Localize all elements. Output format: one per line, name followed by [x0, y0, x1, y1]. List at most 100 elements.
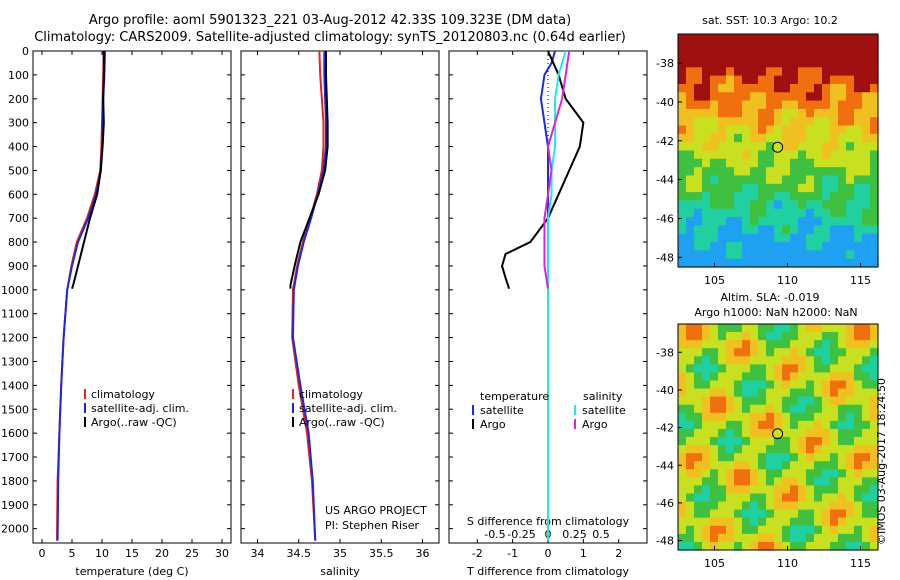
map-cell: [758, 50, 767, 60]
map-cell: [846, 453, 855, 462]
map-cell: [694, 108, 703, 118]
map-cell: [862, 412, 871, 422]
map-cell: [822, 125, 831, 135]
x-axis-label: salinity: [320, 565, 360, 578]
map-cell: [782, 420, 791, 430]
map-cell: [694, 485, 703, 495]
map-cell: [710, 525, 719, 535]
map-cell: [742, 477, 751, 487]
map-cell: [734, 493, 743, 503]
map-cell: [838, 412, 847, 422]
map-cell: [694, 92, 703, 102]
map-cell: [750, 92, 759, 102]
map-cell: [822, 509, 831, 519]
map-cell: [806, 541, 815, 551]
map-cell: [830, 380, 839, 390]
map-cell: [846, 175, 855, 185]
map-cell: [846, 396, 855, 406]
map-cell: [782, 67, 791, 77]
map-cell: [710, 83, 719, 93]
map-cell: [814, 493, 823, 503]
map-cell: [758, 42, 767, 52]
map-cell: [758, 477, 767, 487]
map-cell: [694, 501, 703, 511]
map-cell: [798, 208, 807, 218]
map-cell: [846, 217, 855, 226]
map-cell: [686, 420, 695, 430]
map-cell: [814, 453, 823, 462]
map-cell: [694, 404, 703, 414]
map-cell: [750, 225, 759, 235]
map-cell: [814, 225, 823, 235]
map-cell: [838, 42, 847, 52]
map-cell: [798, 404, 807, 414]
map-cell: [838, 58, 847, 68]
legend-group-title: salinity: [583, 390, 623, 403]
map-cell: [678, 477, 687, 487]
map-cell: [862, 404, 871, 414]
map-cell: [854, 67, 863, 77]
map-cell: [742, 509, 751, 519]
map-cell: [742, 485, 751, 495]
map-cell: [862, 75, 871, 85]
map-cell: [806, 445, 815, 454]
x-tick-label: 10: [95, 547, 109, 560]
map-cell: [806, 233, 815, 243]
map-cell: [718, 158, 727, 168]
map-cell: [790, 117, 799, 127]
y-tick-label: 1200: [1, 332, 29, 345]
map-cell: [694, 517, 703, 527]
y-tick-label: 300: [8, 117, 29, 130]
map-cell: [710, 340, 719, 349]
map-cell: [774, 324, 783, 333]
map-cell: [870, 250, 879, 260]
map-cell: [790, 108, 799, 118]
map-cell: [846, 509, 855, 519]
map-cell: [758, 533, 767, 543]
map-cell: [830, 183, 839, 193]
map-cell: [702, 348, 711, 357]
map-cell: [806, 250, 815, 260]
map-cell: [742, 340, 751, 349]
series-line-2: [291, 51, 327, 541]
map-cell: [742, 42, 751, 52]
map-cell: [742, 167, 751, 177]
map-cell: [702, 525, 711, 535]
map-cell: [742, 92, 751, 102]
map-cell: [862, 469, 871, 478]
map-cell: [782, 133, 791, 143]
map-cell: [750, 533, 759, 543]
credit-timestamp: ©IMOS 03-Aug-2017 18:24:50: [875, 378, 895, 559]
map-cell: [838, 100, 847, 110]
map-cell: [774, 100, 783, 110]
map-cell: [814, 445, 823, 454]
map-cell: [726, 461, 735, 470]
map-cell: [718, 100, 727, 110]
map-cell: [694, 453, 703, 462]
map-cell: [846, 92, 855, 102]
map-cell: [854, 92, 863, 102]
map-cell: [726, 83, 735, 93]
map-y-tick-label: -40: [656, 96, 674, 109]
map-cell: [830, 34, 839, 43]
map-cell: [686, 250, 695, 260]
map-cell: [774, 461, 783, 470]
map-cell: [750, 75, 759, 85]
map-cell: [758, 332, 767, 341]
map-cell: [710, 42, 719, 52]
plot-frame: [32, 50, 232, 544]
map-cell: [774, 142, 783, 152]
map-cell: [766, 133, 775, 143]
map-cell: [830, 117, 839, 127]
map-cell: [790, 437, 799, 446]
map-cell: [774, 533, 783, 543]
map-cell: [718, 42, 727, 52]
map-cell: [846, 445, 855, 454]
map-cell: [790, 356, 799, 365]
map-cell: [862, 461, 871, 470]
map-cell: [862, 453, 871, 462]
map-cell: [734, 461, 743, 470]
map-cell: [758, 364, 767, 374]
map-cell: [766, 517, 775, 527]
map-cell: [726, 348, 735, 357]
